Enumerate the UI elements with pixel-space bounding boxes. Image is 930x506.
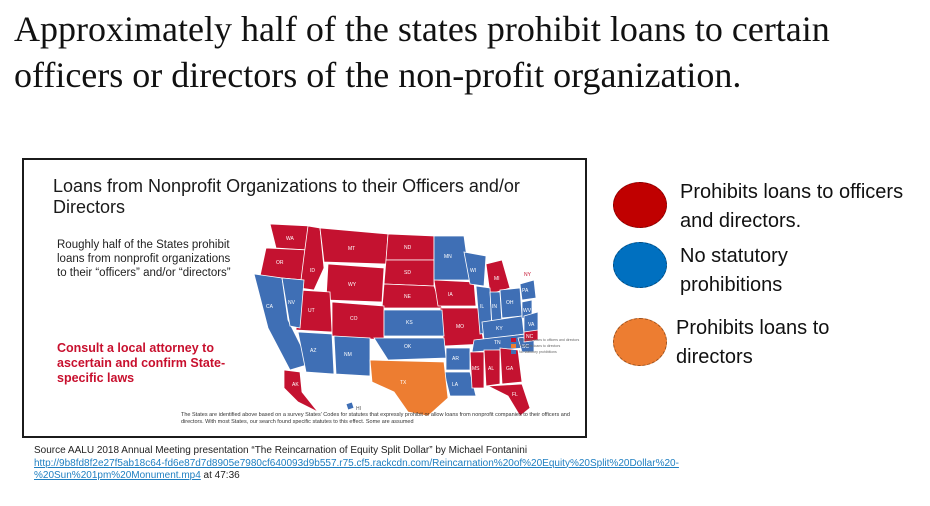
- label-id: ID: [310, 268, 315, 274]
- label-ut: UT: [308, 308, 315, 314]
- label-nd: ND: [404, 245, 412, 251]
- label-ia: IA: [448, 292, 453, 298]
- label-la: LA: [452, 382, 459, 388]
- mini-legend-swatch: [511, 344, 516, 348]
- label-ar: AR: [452, 356, 459, 362]
- mini-legend-label: Prohibits loans to directors: [519, 344, 561, 348]
- state-nc: [523, 329, 538, 343]
- consult-attorney-note: Consult a local attorney to ascertain an…: [57, 341, 226, 385]
- legend-label-orange: Prohibits loans to directors: [676, 317, 830, 368]
- label-co: CO: [350, 316, 358, 322]
- label-ms: MS: [472, 366, 480, 372]
- mini-legend-swatch: [511, 338, 516, 342]
- label-ky: KY: [496, 326, 503, 332]
- label-pa: PA: [522, 288, 529, 294]
- label-al: AL: [488, 366, 494, 372]
- label-nm: NM: [344, 352, 352, 358]
- map-footnote: The States are identified above based on…: [181, 412, 570, 425]
- mini-legend-label: No statutory prohibitions: [519, 350, 557, 354]
- source-link-line: http://9b8fd8f2e27f5ab18c64-fd6e87d7d890…: [34, 458, 914, 483]
- mini-legend-row: Prohibits loans to directors: [511, 344, 581, 348]
- source-link-text-1: http://9b8fd8f2e27f5ab18c64-fd6e87d7d890…: [34, 457, 679, 469]
- label-il: IL: [480, 304, 484, 310]
- state-co: [331, 301, 385, 341]
- state-al: [483, 349, 501, 387]
- source-video-link[interactable]: http://9b8fd8f2e27f5ab18c64-fd6e87d7d890…: [34, 458, 679, 482]
- map-title: Loans from Nonprofit Organizations to th…: [53, 176, 520, 217]
- label-in: IN: [492, 304, 497, 310]
- state-hi: [345, 401, 355, 411]
- label-wv: WV: [523, 308, 532, 314]
- label-wi: WI: [470, 268, 476, 274]
- label-ok: OK: [404, 344, 412, 350]
- state-nm: [333, 335, 371, 377]
- state-ar: [445, 347, 471, 371]
- label-tx: TX: [400, 380, 407, 386]
- label-wa: WA: [286, 236, 295, 242]
- label-nc: NC: [526, 334, 534, 340]
- source-line: Source AALU 2018 Annual Meeting presenta…: [34, 445, 528, 456]
- label-ny: NY: [524, 272, 532, 278]
- map-description: Roughly half of the States prohibit loan…: [57, 239, 231, 279]
- state-az: [297, 331, 335, 375]
- state-ia: [433, 279, 477, 307]
- state-mi: [485, 259, 511, 295]
- state-pa: [519, 279, 537, 301]
- mini-legend-label: Prohibits loans to officers and director…: [519, 338, 580, 342]
- state-nv: [281, 277, 305, 329]
- label-sd: SD: [404, 270, 411, 276]
- state-ne: [381, 283, 443, 309]
- label-ne: NE: [404, 294, 412, 300]
- orange-circle-icon: [613, 318, 667, 366]
- state-fl: [486, 383, 531, 416]
- state-tx: [369, 359, 449, 416]
- blue-circle-icon: [613, 242, 667, 288]
- state-or: [259, 247, 309, 281]
- label-or: OR: [276, 260, 284, 266]
- us-states-map: WA MT ND MN OR ID SD WI MI NY WY NE IA I…: [253, 223, 538, 416]
- state-mn: [433, 235, 471, 281]
- state-ak: [283, 369, 319, 413]
- label-fl: FL: [512, 392, 518, 398]
- label-tn: TN: [494, 340, 501, 346]
- label-ga: GA: [506, 366, 514, 372]
- mini-legend-swatch: [511, 350, 516, 354]
- legend-label-red: Prohibits loans to officers and director…: [680, 181, 904, 232]
- label-mi: MI: [494, 276, 500, 282]
- label-mo: MO: [456, 324, 464, 330]
- label-sc: SC: [522, 344, 529, 350]
- slide-title: Approximately half of the states prohibi…: [14, 9, 830, 95]
- label-nv: NV: [288, 300, 296, 306]
- label-wy: WY: [348, 282, 357, 288]
- label-oh: OH: [506, 300, 514, 306]
- mini-legend-row: Prohibits loans to officers and director…: [511, 338, 581, 342]
- label-hi: HI: [356, 406, 361, 412]
- red-circle-icon: [613, 182, 667, 228]
- state-va: [523, 311, 538, 335]
- state-ks: [383, 309, 445, 337]
- state-wi: [463, 251, 487, 287]
- state-wy: [325, 263, 385, 303]
- label-ca: CA: [266, 304, 274, 310]
- source-link-text-2: %20Sun%201pm%20Monument.mp4: [34, 470, 201, 481]
- state-la: [443, 371, 477, 397]
- label-az: AZ: [310, 348, 316, 354]
- label-mn: MN: [444, 254, 452, 260]
- label-mt: MT: [348, 246, 355, 252]
- source-citation: Source AALU 2018 Annual Meeting presenta…: [34, 445, 914, 483]
- map-mini-legend: Prohibits loans to officers and director…: [511, 338, 581, 356]
- label-va: VA: [528, 322, 535, 328]
- map-panel: Loans from Nonprofit Organizations to th…: [22, 158, 587, 438]
- label-ak: AK: [292, 382, 299, 388]
- legend-label-blue: No statutory prohibitions: [680, 245, 788, 296]
- state-ga: [499, 347, 523, 385]
- label-ks: KS: [406, 320, 413, 326]
- source-timestamp: at 47:36: [200, 470, 240, 481]
- mini-legend-row: No statutory prohibitions: [511, 350, 581, 354]
- state-ms: [469, 351, 485, 389]
